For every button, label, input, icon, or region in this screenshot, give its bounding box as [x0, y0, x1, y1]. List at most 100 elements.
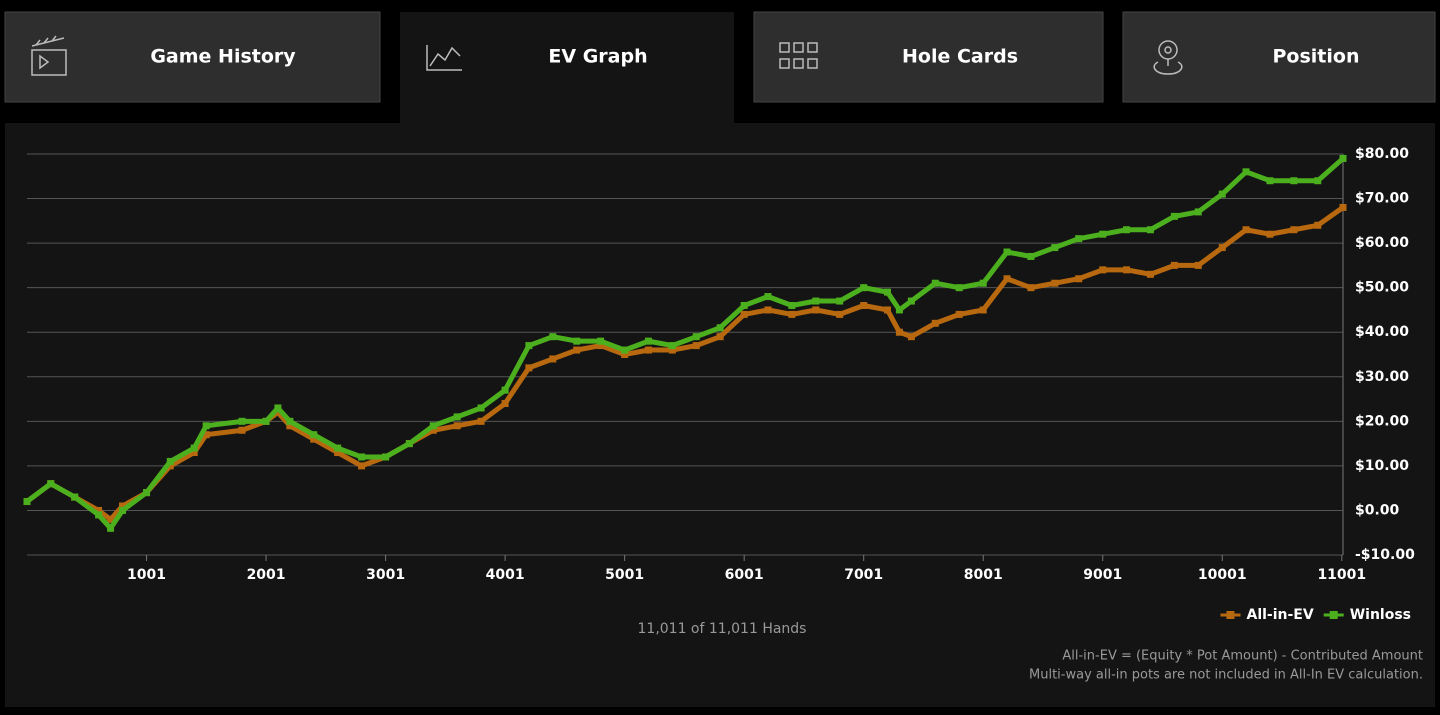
- point: [23, 498, 31, 506]
- point: [1194, 261, 1202, 269]
- legend-marker: [1226, 611, 1235, 619]
- point: [1003, 275, 1011, 283]
- point: [1218, 244, 1226, 252]
- y-tick-label: $30.00: [1355, 369, 1409, 385]
- point: [190, 449, 198, 457]
- chart-panel: [5, 123, 1435, 707]
- tab[interactable]: [753, 11, 1104, 103]
- point: [190, 444, 198, 452]
- point: [95, 506, 103, 514]
- point: [907, 333, 915, 341]
- point: [644, 337, 652, 345]
- tab-label[interactable]: EV Graph: [548, 46, 647, 68]
- point: [716, 333, 724, 341]
- point: [668, 342, 676, 350]
- point: [1123, 266, 1131, 274]
- point: [1314, 221, 1322, 229]
- point: [429, 422, 437, 430]
- point: [597, 342, 605, 350]
- point: [310, 435, 318, 443]
- point: [1027, 252, 1035, 260]
- y-tick-label: $0.00: [1355, 502, 1400, 518]
- icon-history: [31, 35, 67, 76]
- point: [166, 457, 174, 465]
- point: [812, 297, 820, 305]
- point: [860, 301, 868, 309]
- point: [238, 417, 246, 425]
- point: [453, 413, 461, 421]
- point: [1266, 177, 1274, 185]
- point: [166, 462, 174, 470]
- point: [883, 306, 891, 314]
- point: [1266, 230, 1274, 238]
- tab[interactable]: [1122, 11, 1436, 103]
- x-tick-label: 1001: [127, 567, 166, 583]
- point: [1146, 226, 1154, 234]
- x-tick-label: 11001: [1317, 567, 1366, 583]
- point: [202, 431, 210, 439]
- point: [955, 310, 963, 318]
- point: [107, 524, 115, 532]
- point: [931, 279, 939, 287]
- y-tick-label: -$10.00: [1355, 547, 1415, 563]
- point: [405, 440, 413, 448]
- point: [788, 301, 796, 309]
- point: [883, 288, 891, 296]
- tab[interactable]: [4, 11, 381, 103]
- point: [1099, 266, 1107, 274]
- point: [1242, 168, 1250, 176]
- point: [262, 417, 270, 425]
- point: [860, 284, 868, 292]
- point: [1290, 177, 1298, 185]
- point: [334, 444, 342, 452]
- point: [358, 453, 366, 461]
- point: [1242, 226, 1250, 234]
- x-tick-label: 5001: [605, 567, 644, 583]
- point: [621, 346, 629, 354]
- icon-position: [1153, 40, 1183, 75]
- point: [202, 422, 210, 430]
- point: [238, 426, 246, 434]
- x-tick-label: 7001: [844, 567, 883, 583]
- point: [95, 511, 103, 519]
- tab-label[interactable]: Hole Cards: [902, 46, 1018, 68]
- icon-graph: [426, 45, 462, 71]
- point: [501, 400, 509, 408]
- y-tick-label: $70.00: [1355, 191, 1409, 207]
- legend-label: All-in-EV: [1246, 607, 1313, 623]
- point: [286, 417, 294, 425]
- point: [107, 515, 115, 523]
- point: [501, 386, 509, 394]
- hands-note: 11,011 of 11,011 Hands: [638, 621, 807, 637]
- point: [644, 346, 652, 354]
- point: [1123, 226, 1131, 234]
- point: [1099, 230, 1107, 238]
- x-tick-label: 9001: [1083, 567, 1122, 583]
- point: [119, 502, 127, 510]
- point: [525, 342, 533, 350]
- point: [1146, 270, 1154, 278]
- point: [692, 333, 700, 341]
- y-tick-label: $50.00: [1355, 280, 1409, 296]
- point: [764, 306, 772, 314]
- point: [119, 506, 127, 514]
- point: [895, 306, 903, 314]
- point: [907, 297, 915, 305]
- point: [1290, 226, 1298, 234]
- point: [274, 408, 282, 416]
- point: [740, 310, 748, 318]
- point: [764, 293, 772, 301]
- point: [1170, 212, 1178, 220]
- point: [979, 279, 987, 287]
- point: [71, 493, 79, 501]
- point: [1075, 235, 1083, 243]
- icon-cards: [779, 42, 818, 69]
- tab-label[interactable]: Position: [1273, 46, 1360, 68]
- point: [1218, 190, 1226, 198]
- point: [549, 355, 557, 363]
- point: [477, 404, 485, 412]
- point: [274, 404, 282, 412]
- point: [1339, 203, 1347, 211]
- tab-label[interactable]: Game History: [150, 46, 296, 68]
- point: [1003, 248, 1011, 256]
